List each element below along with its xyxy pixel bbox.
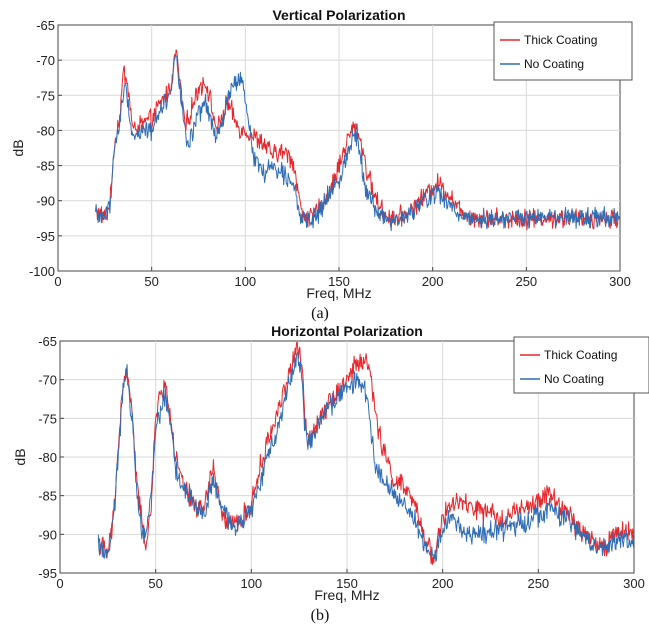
x-tick-label: 0 [54,274,61,289]
y-axis-label: dB [12,448,28,465]
x-tick-label: 200 [432,576,454,591]
chart-title: Vertical Polarization [272,7,405,23]
y-tick-label: -85 [36,159,55,174]
legend-box [513,336,649,394]
legend: Thick Coating No Coating [513,336,649,394]
x-tick-label: 300 [609,274,631,289]
x-tick-label: 150 [328,274,350,289]
x-axis-label: Freq, MHz [306,285,371,301]
y-axis-label: dB [10,139,26,156]
legend-label: Thick Coating [524,33,597,47]
legend-box [493,21,633,81]
y-tick-label: -95 [38,566,57,581]
y-tick-label: -70 [38,373,57,388]
y-tick-label: -65 [36,18,55,33]
chart-horizontal-polarization: 0 50 100 150 200 250 300 -95 -90 -85 -80 -75 -70 -65 H… [12,323,649,603]
x-axis-label: Freq, MHz [314,587,379,603]
x-tick-label: 0 [56,576,63,591]
x-tick-label: 50 [144,274,158,289]
x-tick-label: 100 [240,576,262,591]
x-tick-label: 150 [336,576,358,591]
y-tick-label: -75 [36,88,55,103]
series-line-no-coating [95,54,620,232]
y-tick-label: -90 [38,527,57,542]
x-tick-label: 100 [234,274,256,289]
y-tick-label: -65 [38,334,57,349]
legend: Thick Coating No Coating [493,21,633,81]
x-tick-label: 250 [527,576,549,591]
y-tick-label: -70 [36,53,55,68]
y-tick-label: -75 [38,411,57,426]
legend-label: Thick Coating [544,348,617,362]
x-tick-label: 200 [422,274,444,289]
x-tick-label: 250 [515,274,537,289]
x-tick-label: 300 [623,576,645,591]
y-tick-label: -100 [29,264,55,279]
caption-a: (a) [311,305,329,322]
chart-vertical-polarization: 0 50 100 150 200 250 300 -100 -95 -90 -85 -80 -75 -70… [10,7,633,301]
chart-title: Horizontal Polarization [271,323,423,339]
legend-label: No Coating [524,57,584,71]
y-tick-label: -80 [38,450,57,465]
x-tick-label: 50 [148,576,162,591]
y-tick-label: -95 [36,229,55,244]
legend-label: No Coating [544,372,604,386]
y-tick-label: -80 [36,123,55,138]
series-line-no-coating [97,351,634,562]
caption-b: (b) [311,607,330,624]
y-tick-label: -90 [36,194,55,209]
y-tick-label: -85 [38,489,57,504]
